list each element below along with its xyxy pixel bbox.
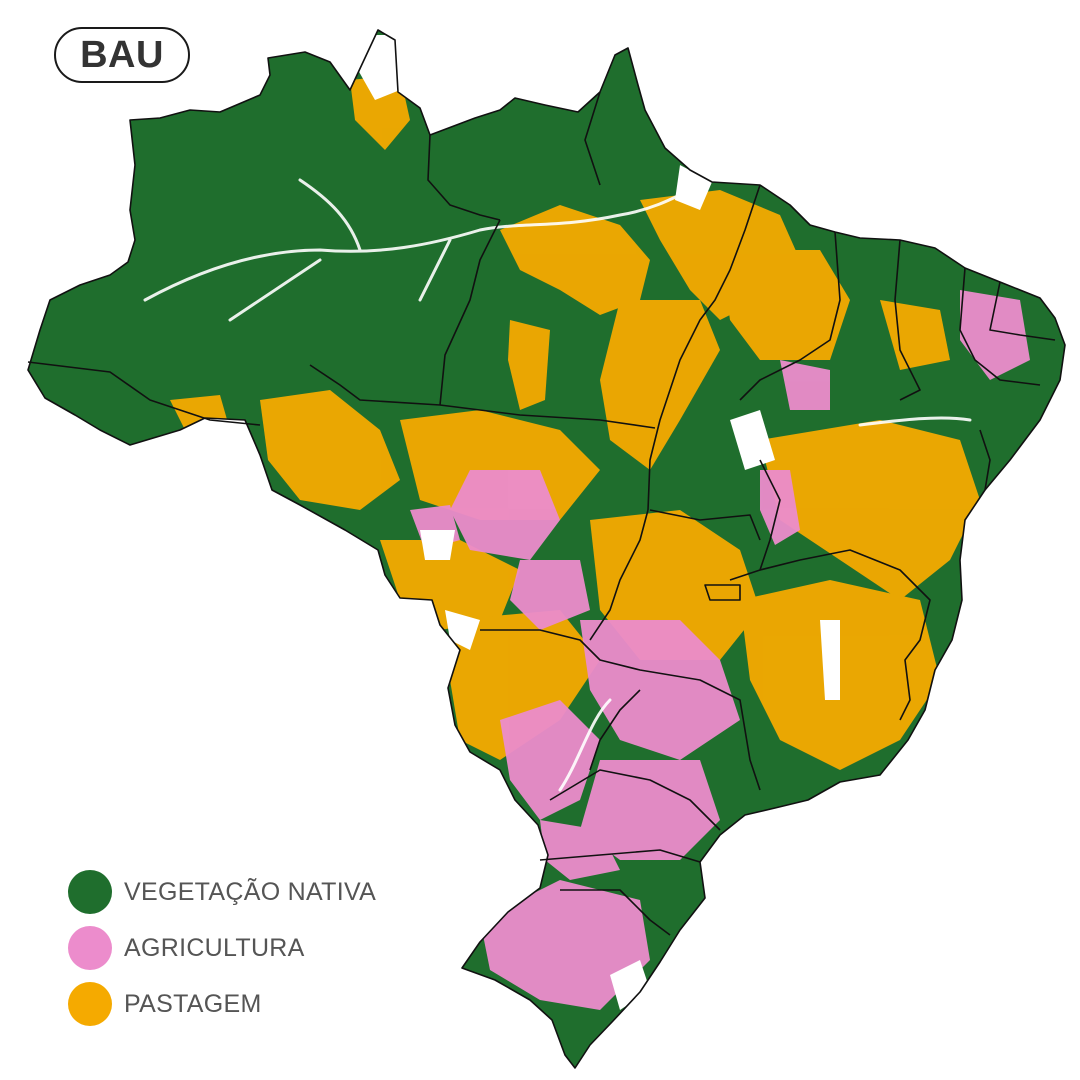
legend-dot-pasture xyxy=(68,982,112,1026)
map-legend: VEGETAÇÃO NATIVA AGRICULTURA PASTAGEM xyxy=(68,864,376,1032)
legend-label-pasture: PASTAGEM xyxy=(124,989,262,1018)
legend-item-agriculture: AGRICULTURA xyxy=(68,920,376,976)
legend-label-native-vegetation: VEGETAÇÃO NATIVA xyxy=(124,877,377,906)
legend-dot-native-vegetation xyxy=(68,870,112,914)
legend-item-pasture: PASTAGEM xyxy=(68,976,376,1032)
legend-label-agriculture: AGRICULTURA xyxy=(124,933,305,962)
legend-item-native-vegetation: VEGETAÇÃO NATIVA xyxy=(68,864,376,920)
legend-dot-agriculture xyxy=(68,926,112,970)
scenario-badge: BAU xyxy=(54,27,190,83)
